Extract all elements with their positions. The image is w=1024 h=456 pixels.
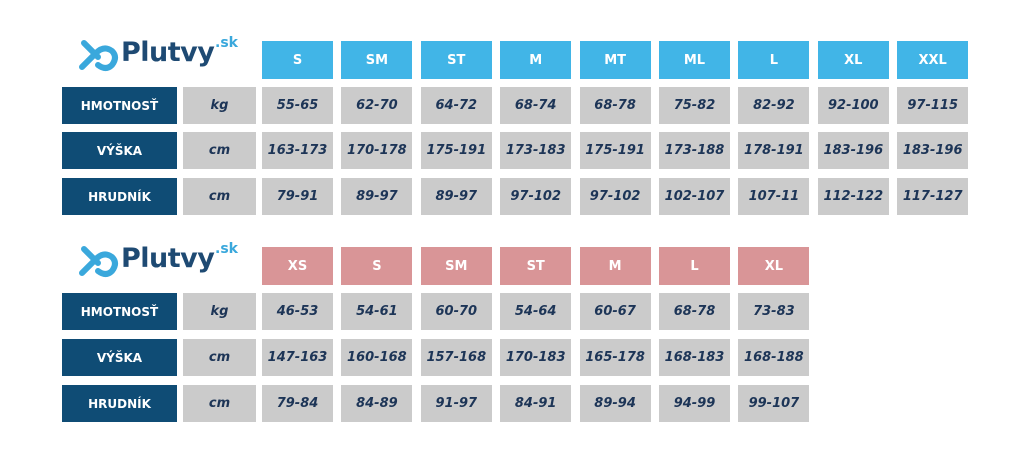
size-header: XXL [897, 41, 969, 79]
row-label: HMOTNOSŤ [62, 293, 177, 330]
row-label: VÝŠKA [62, 339, 177, 376]
size-header: S [341, 247, 413, 285]
size-value: 97-115 [897, 87, 969, 124]
size-value: 168-183 [659, 339, 730, 376]
size-value: 170-178 [341, 132, 413, 169]
size-value: 79-91 [262, 178, 333, 215]
size-header: ST [500, 247, 572, 285]
logo-suffix: .sk [215, 241, 238, 257]
size-value: 84-89 [341, 385, 413, 422]
size-value: 89-97 [420, 178, 492, 215]
size-value: 168-188 [738, 339, 810, 376]
row-unit: cm [183, 339, 256, 376]
size-header: M [579, 247, 651, 285]
size-value: 68-78 [579, 87, 651, 124]
size-header: SM [420, 247, 492, 285]
size-value: 117-127 [897, 178, 969, 215]
size-value: 54-61 [341, 293, 413, 330]
logo-icon [79, 40, 118, 71]
size-value: 94-99 [659, 385, 730, 422]
size-value: 79-84 [262, 385, 333, 422]
logo-name: Plutvy [121, 37, 215, 68]
size-value: 175-191 [420, 132, 492, 169]
size-header: ML [659, 41, 730, 79]
size-value: 92-100 [817, 87, 889, 124]
size-value: 68-78 [659, 293, 730, 330]
size-value: 84-91 [500, 385, 572, 422]
size-value: 55-65 [262, 87, 333, 124]
size-value: 82-92 [738, 87, 810, 124]
size-header: SM [341, 41, 413, 79]
size-value: 89-94 [579, 385, 651, 422]
size-header: M [500, 41, 572, 79]
size-value: 64-72 [420, 87, 492, 124]
size-value: 73-83 [738, 293, 810, 330]
row-label: HRUDNÍK [62, 385, 177, 422]
size-value: 60-67 [579, 293, 651, 330]
size-value: 170-183 [500, 339, 572, 376]
size-value: 68-74 [500, 87, 572, 124]
size-value: 91-97 [420, 385, 492, 422]
size-value: 60-70 [420, 293, 492, 330]
size-header: XL [738, 247, 810, 285]
size-value: 163-173 [262, 132, 333, 169]
size-value: 183-196 [897, 132, 969, 169]
size-value: 89-97 [341, 178, 413, 215]
size-value: 97-102 [500, 178, 572, 215]
size-header: MT [579, 41, 651, 79]
size-value: 157-168 [420, 339, 492, 376]
size-value: 62-70 [341, 87, 413, 124]
row-unit: kg [183, 293, 256, 330]
logo-suffix: .sk [215, 35, 238, 51]
size-value: 107-11 [738, 178, 810, 215]
size-header: ST [420, 41, 492, 79]
size-value: 173-183 [500, 132, 572, 169]
size-value: 99-107 [738, 385, 810, 422]
size-header: XL [817, 41, 889, 79]
logo-name: Plutvy [121, 243, 215, 274]
row-label: HMOTNOSŤ [62, 87, 177, 124]
logo-icon [79, 246, 118, 277]
size-header: S [262, 41, 333, 79]
row-label: HRUDNÍK [62, 178, 177, 215]
row-unit: cm [183, 132, 256, 169]
size-header: XS [262, 247, 333, 285]
size-value: 160-168 [341, 339, 413, 376]
size-value: 112-122 [817, 178, 889, 215]
size-value: 75-82 [659, 87, 730, 124]
size-header: L [659, 247, 730, 285]
row-unit: cm [183, 178, 256, 215]
size-value: 183-196 [817, 132, 889, 169]
size-header: L [738, 41, 810, 79]
size-value: 173-188 [659, 132, 730, 169]
size-value: 54-64 [500, 293, 572, 330]
size-value: 175-191 [579, 132, 651, 169]
size-value: 46-53 [262, 293, 333, 330]
size-value: 147-163 [262, 339, 333, 376]
row-label: VÝŠKA [62, 132, 177, 169]
size-value: 178-191 [738, 132, 810, 169]
size-value: 102-107 [659, 178, 730, 215]
size-value: 165-178 [579, 339, 651, 376]
row-unit: kg [183, 87, 256, 124]
size-value: 97-102 [579, 178, 651, 215]
row-unit: cm [183, 385, 256, 422]
